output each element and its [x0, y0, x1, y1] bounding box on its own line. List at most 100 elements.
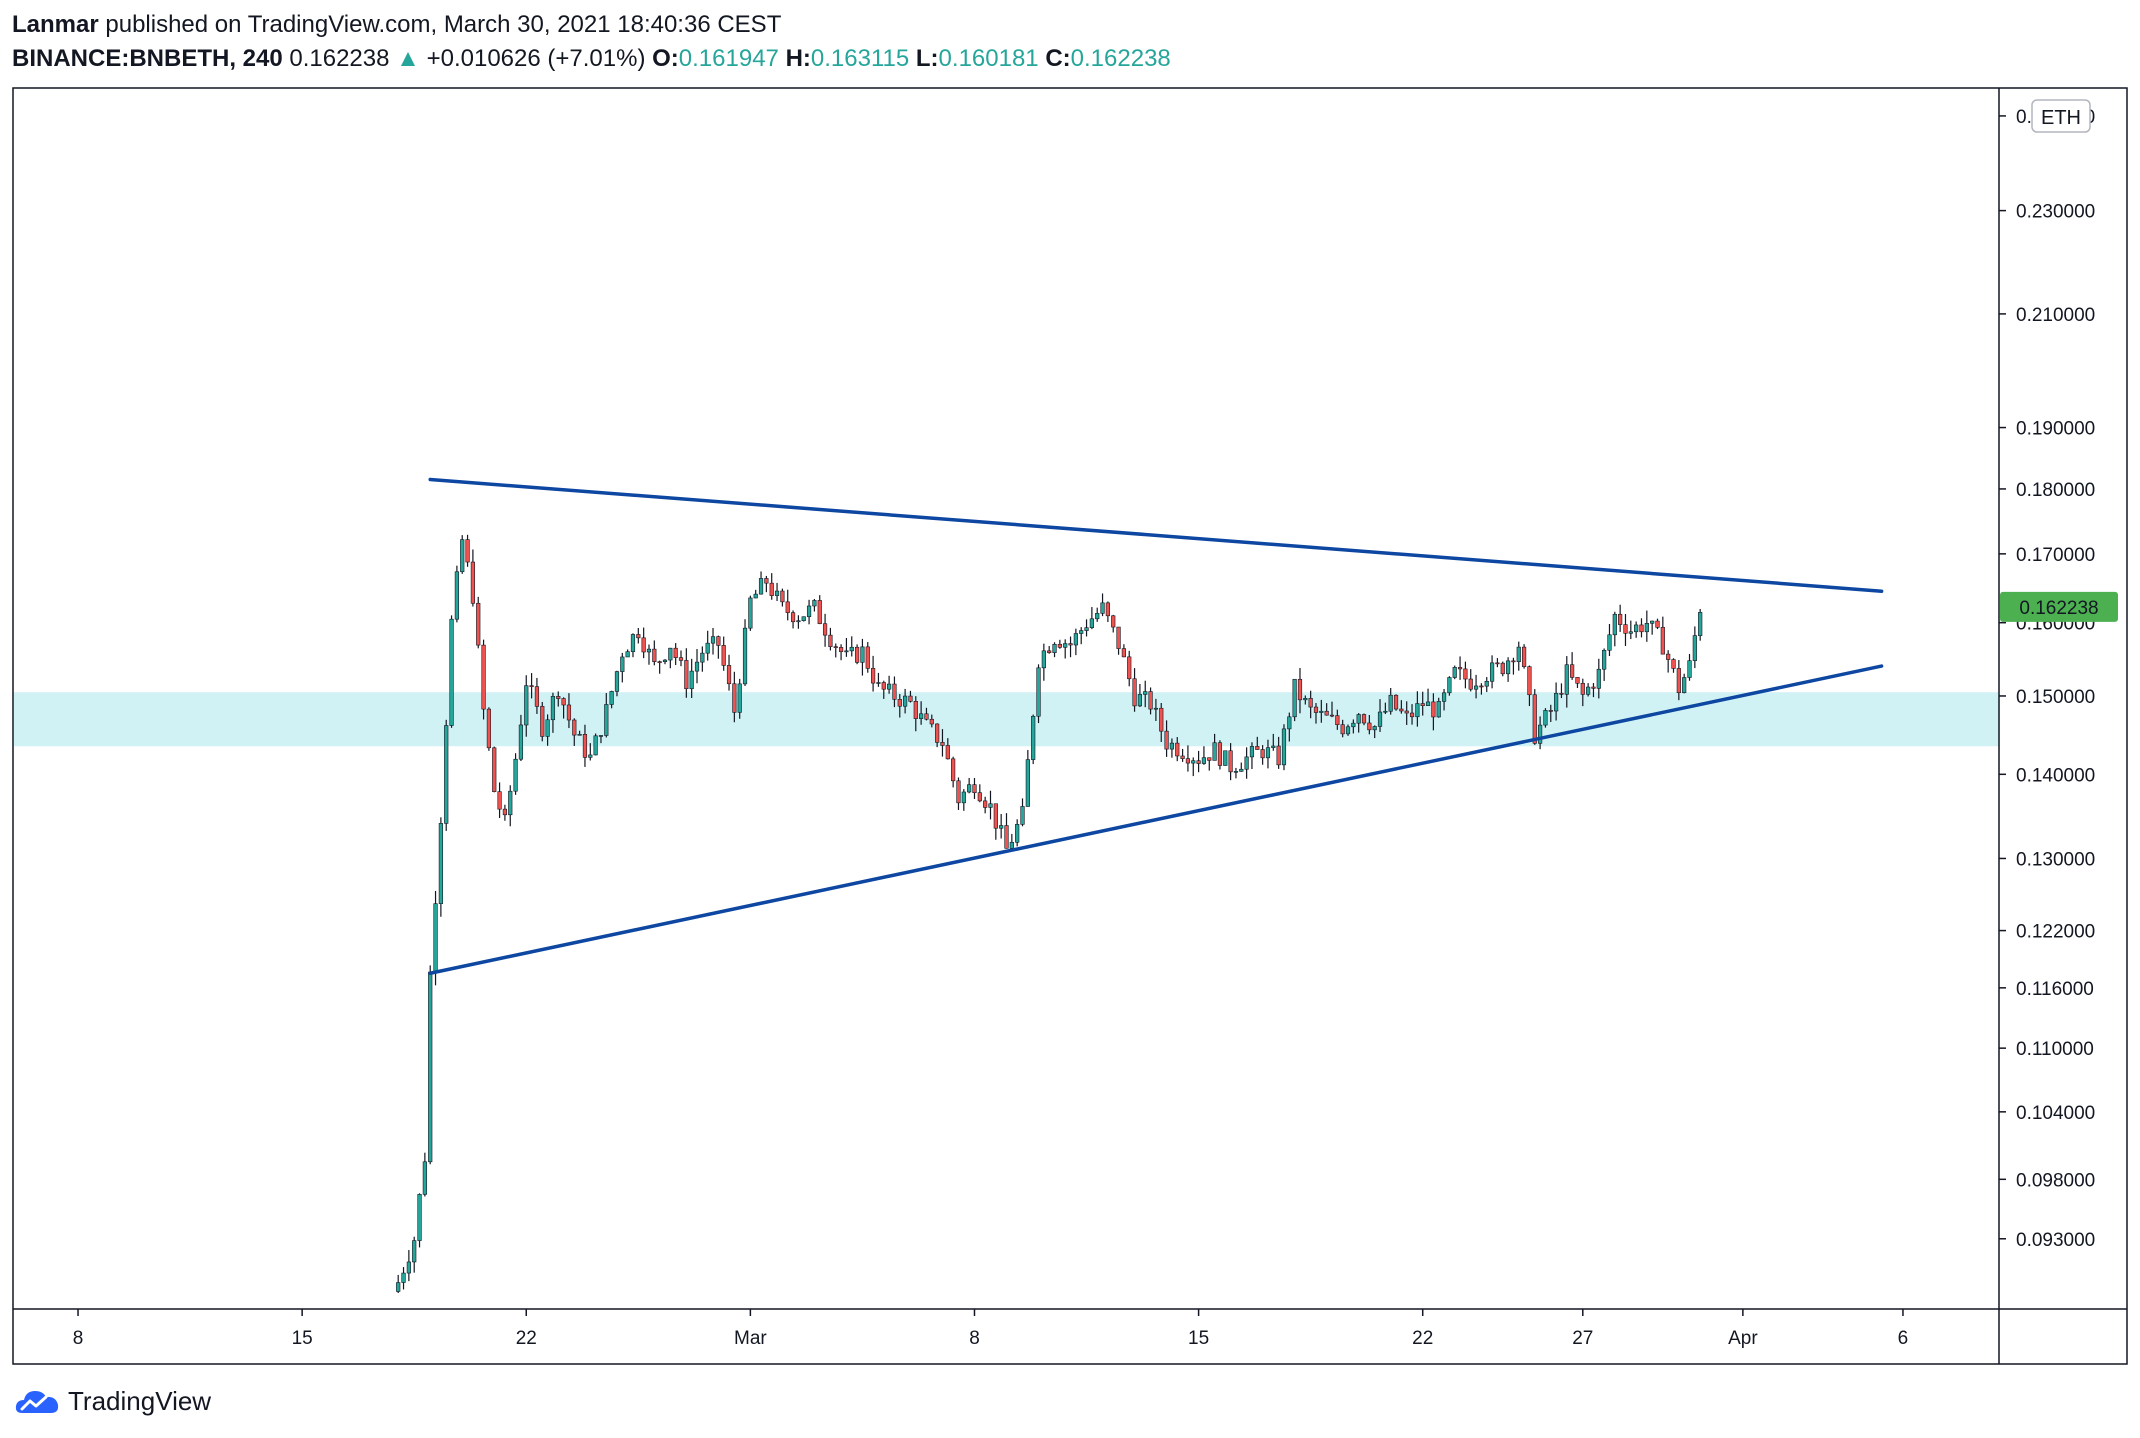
- candle-body: [1063, 643, 1068, 648]
- candle-body: [518, 724, 524, 760]
- symbol-label[interactable]: BINANCE:BNBETH, 240: [12, 45, 283, 72]
- candle-body: [790, 612, 796, 623]
- candle-body: [438, 823, 443, 904]
- candle-body: [689, 670, 694, 690]
- candle-body: [726, 665, 732, 685]
- tradingview-brand[interactable]: TradingView: [14, 1386, 211, 1417]
- trendline-upper[interactable]: [428, 477, 1884, 593]
- candle-body: [1436, 701, 1441, 718]
- candle-body: [1041, 650, 1046, 669]
- candle-body: [449, 618, 454, 726]
- candle-body: [614, 671, 620, 692]
- candle-body: [1159, 707, 1164, 732]
- low-value: 0.160181: [938, 45, 1039, 72]
- candle-body: [758, 578, 764, 595]
- publisher-name[interactable]: Lanmar: [12, 11, 99, 38]
- candle-body: [983, 800, 988, 808]
- candle-body: [1377, 711, 1383, 727]
- candle-body: [497, 791, 502, 810]
- candle-body: [1431, 701, 1436, 718]
- candle-body: [716, 636, 721, 646]
- candle-body: [492, 747, 497, 792]
- y-tick-label: 0.110000: [2016, 1039, 2094, 1060]
- publish-info: Lanmar published on TradingView.com, Mar…: [12, 8, 1171, 42]
- y-tick-label: 0.093000: [2016, 1230, 2095, 1251]
- time-axis[interactable]: 8 15 22 Mar 8 15 22 27 Apr 6: [73, 1309, 1908, 1349]
- candle-body: [1404, 710, 1409, 714]
- candle-body: [951, 758, 956, 782]
- candle-body: [1281, 728, 1287, 766]
- y-tick-label: 0.116000: [2016, 979, 2094, 1000]
- candle-body: [1116, 626, 1121, 649]
- candle-body: [908, 695, 913, 702]
- candle-body: [1057, 643, 1062, 648]
- y-tick-label: 0.098000: [2016, 1170, 2095, 1191]
- candle-body: [732, 683, 737, 713]
- candle-body: [1313, 706, 1319, 713]
- candle-body: [1452, 667, 1457, 678]
- candle-body: [977, 792, 982, 802]
- candle-body: [1473, 685, 1479, 690]
- candle-body: [1639, 624, 1644, 633]
- candle-body: [1554, 692, 1559, 712]
- candle-body: [1191, 760, 1196, 764]
- candle-body: [780, 590, 785, 603]
- candle-body: [993, 803, 998, 829]
- candle-body: [919, 713, 924, 719]
- candle-body: [988, 803, 993, 808]
- candle-body: [1340, 724, 1345, 735]
- candle-body: [1217, 742, 1223, 766]
- candle-body: [1441, 692, 1447, 702]
- candle-body: [1351, 722, 1356, 728]
- candle-body: [678, 657, 684, 661]
- candle-body: [1543, 710, 1548, 726]
- candle-body: [1372, 726, 1377, 731]
- candle-body: [396, 1282, 401, 1292]
- candle-body: [588, 754, 593, 758]
- candle-body: [1516, 646, 1521, 662]
- trendlines[interactable]: [428, 477, 1884, 976]
- candle-body: [529, 685, 534, 687]
- candle-body: [903, 695, 908, 707]
- chart-frame: [12, 87, 2128, 1365]
- candle-body: [1068, 643, 1073, 646]
- published-text: published on TradingView.com, March 30, …: [105, 11, 782, 38]
- ohlc-legend: BINANCE:BNBETH, 240 0.162238 ▲ +0.010626…: [12, 42, 1171, 76]
- candle-body: [1324, 710, 1329, 716]
- candle-body: [785, 601, 790, 613]
- candle-body: [433, 903, 438, 973]
- candle-body: [935, 723, 940, 743]
- candle-body: [1457, 667, 1463, 670]
- candle-body: [524, 685, 529, 726]
- candle-body: [657, 661, 662, 663]
- candle-body: [582, 734, 588, 758]
- candle-body: [806, 605, 812, 618]
- candle-body: [1628, 631, 1633, 634]
- candle-body: [1586, 686, 1591, 695]
- candle-body: [1602, 649, 1607, 670]
- candle-body: [1137, 694, 1143, 707]
- up-arrow-icon: ▲: [396, 45, 420, 72]
- candle-body: [502, 808, 508, 816]
- candle-body: [684, 660, 689, 690]
- price-change: +0.010626 (+7.01%): [426, 45, 646, 72]
- candle-body: [1164, 730, 1169, 750]
- candle-body: [1666, 653, 1671, 660]
- candle-body: [812, 600, 817, 607]
- candle-body: [1105, 602, 1110, 617]
- candle-body: [460, 539, 465, 573]
- x-tick-label: 27: [1572, 1328, 1593, 1349]
- candle-body: [556, 696, 561, 699]
- candle-body: [753, 593, 758, 599]
- y-tick-label: 0.210000: [2016, 305, 2095, 326]
- candle-body: [1297, 678, 1303, 701]
- candle-body: [748, 597, 753, 629]
- candle-body: [1618, 613, 1623, 625]
- price-axis[interactable]: 0.093000 0.098000 0.104000 0.110000 0.116000…: [1999, 107, 2095, 1251]
- candle-body: [545, 719, 550, 737]
- candle-body: [470, 561, 475, 604]
- trendline-lower[interactable]: [428, 664, 1884, 976]
- candle-body: [1329, 714, 1335, 717]
- candle-body: [967, 784, 972, 793]
